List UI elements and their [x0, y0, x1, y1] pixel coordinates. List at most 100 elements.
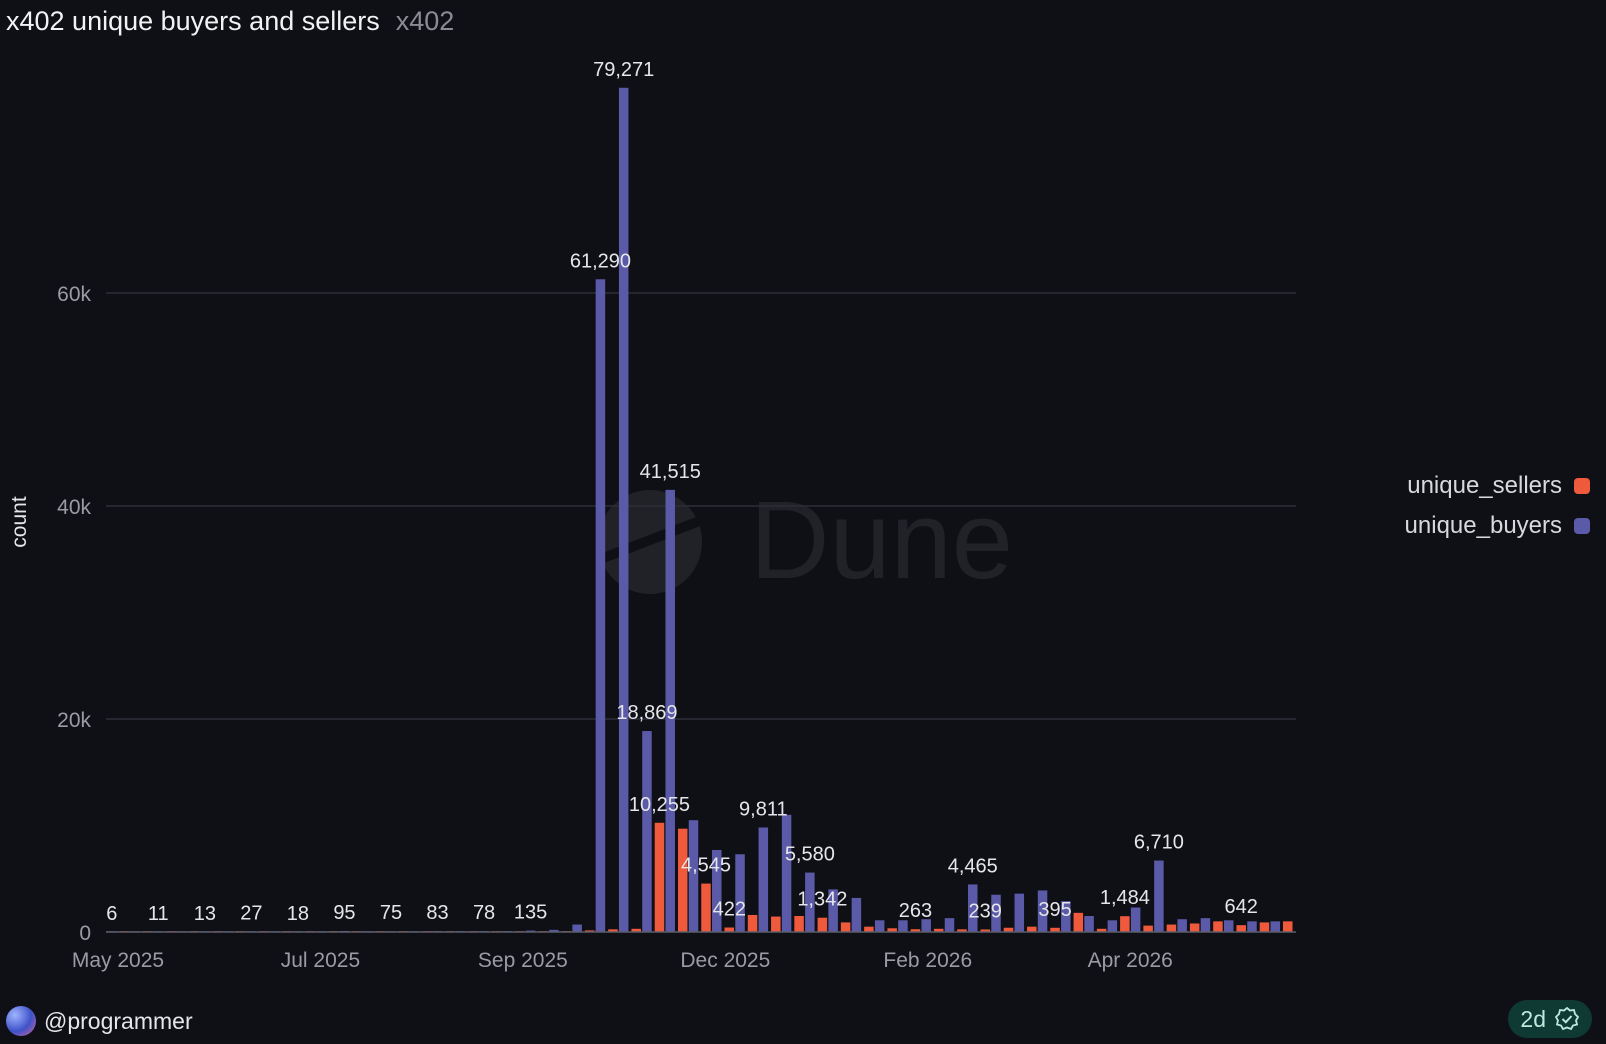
bar-unique-sellers[interactable] — [654, 822, 665, 932]
bar-unique-sellers[interactable] — [584, 930, 595, 932]
bar-unique-sellers[interactable] — [1213, 921, 1223, 932]
bar-unique-sellers[interactable] — [677, 828, 688, 932]
bar-unique-buyers[interactable] — [851, 897, 862, 932]
user-avatar[interactable] — [6, 1006, 36, 1036]
bar-unique-buyers[interactable] — [595, 279, 606, 933]
bar-unique-buyers[interactable] — [944, 918, 955, 932]
bar-unique-buyers[interactable] — [874, 920, 885, 932]
legend-item-buyers[interactable]: unique_buyers — [1380, 506, 1590, 546]
data-label: 6 — [106, 903, 117, 925]
bar-unique-buyers[interactable] — [1014, 893, 1025, 932]
bar-unique-sellers[interactable] — [747, 914, 758, 932]
bar-unique-sellers[interactable] — [724, 927, 735, 932]
bar-unique-buyers[interactable] — [549, 929, 559, 932]
chart-subtitle: x402 — [395, 6, 455, 36]
data-label: 9,811 — [739, 799, 788, 821]
bar-unique-buyers[interactable] — [572, 924, 582, 932]
x-tick-label: Feb 2026 — [883, 949, 972, 972]
bar-unique-buyers[interactable] — [1130, 907, 1141, 932]
data-label: 61,290 — [570, 250, 631, 272]
data-label: 13 — [194, 903, 216, 925]
data-label: 395 — [1038, 899, 1071, 921]
data-labels: 6 11 13 27 18 95 75 83 78 135 61,290 79,271 18,869 10… — [106, 59, 1258, 925]
bar-unique-sellers[interactable] — [1096, 928, 1107, 932]
bar-unique-buyers[interactable] — [805, 872, 815, 932]
y-axis-label: count — [8, 496, 31, 548]
bar-unique-sellers[interactable] — [701, 883, 711, 932]
data-label: 6,710 — [1134, 832, 1184, 854]
bar-unique-sellers[interactable] — [771, 916, 781, 932]
data-label: 239 — [969, 900, 1002, 922]
bar-unique-sellers[interactable] — [1003, 927, 1014, 932]
bar-unique-buyers[interactable] — [991, 894, 1001, 932]
y-tick-label: 60k — [57, 283, 91, 306]
y-tick-label: 20k — [57, 709, 91, 732]
bar-unique-sellers[interactable] — [1073, 912, 1084, 932]
bar-unique-buyers[interactable] — [618, 87, 629, 932]
bar-unique-buyers[interactable] — [1223, 920, 1234, 932]
bar-unique-sellers[interactable] — [1259, 922, 1270, 932]
freshness-badge[interactable]: 2d — [1508, 1000, 1592, 1038]
bar-unique-buyers[interactable] — [712, 849, 722, 932]
axes: 0 20k 40k 60k May 2025 Jul 2025 Sep 2025 Dec 20… — [57, 283, 1296, 972]
data-label: 18,869 — [616, 702, 677, 724]
legend-label-buyers: unique_buyers — [1404, 512, 1562, 539]
bar-unique-buyers[interactable] — [1270, 921, 1281, 932]
bar-unique-buyers[interactable] — [898, 920, 908, 932]
bar-unique-sellers[interactable] — [794, 916, 804, 932]
bar-unique-buyers[interactable] — [1177, 919, 1187, 932]
bar-unique-buyers[interactable] — [1200, 918, 1211, 932]
bar-unique-sellers[interactable] — [608, 929, 618, 932]
bar-unique-sellers[interactable] — [1143, 925, 1153, 932]
bar-unique-sellers[interactable] — [864, 926, 874, 932]
data-label: 95 — [333, 902, 355, 924]
bar-unique-buyers[interactable] — [1061, 901, 1071, 932]
bar-unique-sellers[interactable] — [1120, 916, 1130, 932]
legend-item-sellers[interactable]: unique_sellers — [1380, 466, 1590, 506]
bar-unique-buyers[interactable] — [758, 827, 769, 932]
bar-unique-buyers[interactable] — [1107, 920, 1118, 932]
bar-unique-sellers[interactable] — [840, 922, 851, 932]
bar-unique-buyers[interactable] — [781, 814, 792, 932]
data-label: 27 — [240, 903, 262, 925]
x-tick-label: Sep 2025 — [478, 949, 568, 972]
bar-unique-sellers[interactable] — [1166, 924, 1177, 932]
bar-unique-buyers[interactable] — [1154, 860, 1164, 932]
bar-unique-buyers[interactable] — [828, 889, 838, 932]
bar-unique-sellers[interactable] — [957, 929, 967, 932]
username[interactable]: @programmer — [44, 1007, 193, 1034]
bar-unique-sellers[interactable] — [631, 928, 641, 932]
bar-unique-buyers[interactable] — [1247, 921, 1257, 932]
bar-unique-sellers[interactable] — [1283, 921, 1293, 932]
data-label: 422 — [713, 899, 746, 921]
dune-logo-slash — [596, 515, 704, 565]
bar-unique-buyers[interactable] — [1037, 890, 1048, 932]
bar-unique-buyers[interactable] — [688, 820, 699, 932]
bar-unique-sellers[interactable] — [1027, 926, 1037, 932]
bar-unique-sellers[interactable] — [980, 929, 990, 932]
data-label: 1,342 — [797, 889, 847, 911]
bar-unique-sellers[interactable] — [910, 929, 921, 932]
y-tick-label: 40k — [57, 496, 91, 519]
bar-unique-sellers[interactable] — [933, 928, 944, 932]
data-label: 79,271 — [593, 59, 654, 81]
data-label: 4,545 — [681, 855, 731, 877]
dune-watermark: Dune — [596, 479, 1013, 602]
x-tick-label: Apr 2026 — [1088, 949, 1173, 972]
bar-unique-sellers[interactable] — [1050, 927, 1060, 932]
bar-unique-buyers[interactable] — [735, 854, 745, 932]
bar-unique-sellers[interactable] — [887, 928, 897, 932]
bar-unique-sellers[interactable] — [1236, 925, 1246, 932]
data-label: 263 — [899, 900, 932, 922]
bar-unique-sellers[interactable] — [817, 917, 828, 932]
bar-unique-buyers[interactable] — [642, 731, 652, 932]
chart-header: x402 unique buyers and sellers x402 — [6, 6, 454, 42]
bar-unique-buyers[interactable] — [921, 919, 931, 932]
data-label: 75 — [380, 902, 402, 924]
bar-unique-buyers[interactable] — [967, 884, 978, 932]
verified-check-icon — [1554, 1006, 1580, 1031]
bar-unique-buyers[interactable] — [1084, 916, 1094, 932]
bar-unique-sellers[interactable] — [1189, 923, 1200, 932]
bar-unique-buyers[interactable] — [665, 489, 675, 932]
